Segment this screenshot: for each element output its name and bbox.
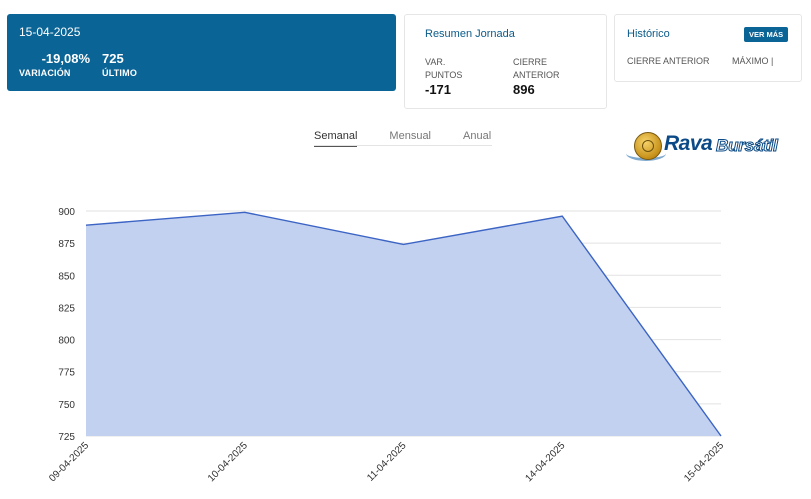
last-stat: 725 ÚLTIMO bbox=[102, 51, 137, 78]
rava-bursatil-logo: Rava Bursátil bbox=[626, 130, 791, 162]
last-value: 725 bbox=[102, 51, 124, 66]
resumen-title: Resumen Jornada bbox=[425, 28, 515, 40]
historico-col-cierre: CIERRE ANTERIOR bbox=[627, 56, 710, 66]
logo-word-bursatil: Bursátil bbox=[716, 136, 779, 156]
x-tick-label: 15-04-2025 bbox=[682, 440, 726, 484]
variation-label: VARIACIÓN bbox=[19, 68, 71, 78]
var-puntos-value: -171 bbox=[425, 82, 452, 97]
y-tick-label: 800 bbox=[58, 336, 75, 347]
logo-word-rava: Rava bbox=[664, 132, 713, 155]
y-tick-label: 850 bbox=[58, 271, 75, 282]
historico-col-maximo: MÁXIMO | bbox=[732, 56, 774, 66]
tabs-divider bbox=[314, 145, 492, 146]
x-tick-label: 09-04-2025 bbox=[47, 440, 91, 484]
variation-stat: -19,08% VARIACIÓN bbox=[19, 51, 90, 78]
historico-card: Histórico VER MÁS CIERRE ANTERIOR MÁXIMO… bbox=[614, 14, 802, 82]
cierre-anterior-value: 896 bbox=[513, 82, 535, 97]
var-puntos-label: VAR. PUNTOS bbox=[425, 57, 463, 80]
cierre-anterior-label: CIERRE ANTERIOR bbox=[513, 57, 560, 80]
logo-coin-icon bbox=[634, 132, 662, 160]
y-tick-label: 725 bbox=[58, 432, 75, 443]
period-tabs: Semanal Mensual Anual bbox=[314, 130, 523, 147]
x-tick-label: 11-04-2025 bbox=[365, 440, 409, 484]
last-label: ÚLTIMO bbox=[102, 68, 138, 78]
x-tick-label: 14-04-2025 bbox=[523, 440, 567, 484]
y-tick-label: 825 bbox=[58, 303, 75, 314]
summary-card: 15-04-2025 -19,08% VARIACIÓN 725 ÚLTIMO bbox=[7, 14, 396, 91]
x-axis-ticks: 09-04-2025 10-04-2025 11-04-2025 14-04-2025… bbox=[47, 440, 726, 484]
chart-line bbox=[85, 211, 722, 437]
cierre-anterior: CIERRE ANTERIOR 896 bbox=[513, 56, 573, 97]
y-tick-label: 775 bbox=[58, 368, 75, 379]
chart-area bbox=[86, 212, 721, 436]
variation-value: -19,08% bbox=[41, 51, 90, 66]
x-tick-label: 10-04-2025 bbox=[206, 440, 250, 484]
tab-semanal[interactable]: Semanal bbox=[314, 130, 358, 147]
ver-mas-button[interactable]: VER MÁS bbox=[744, 27, 789, 42]
y-axis-ticks: 900 875 850 825 800 775 750 725 bbox=[58, 207, 75, 443]
y-tick-label: 900 bbox=[58, 207, 75, 218]
y-tick-label: 875 bbox=[58, 239, 75, 250]
tab-mensual[interactable]: Mensual bbox=[389, 130, 431, 142]
summary-date: 15-04-2025 bbox=[19, 25, 81, 39]
tab-anual[interactable]: Anual bbox=[463, 130, 492, 142]
var-puntos: VAR. PUNTOS -171 bbox=[425, 56, 485, 97]
historico-title: Histórico bbox=[627, 28, 670, 40]
y-tick-label: 750 bbox=[58, 400, 75, 411]
resumen-card: Resumen Jornada VAR. PUNTOS -171 CIERRE … bbox=[404, 14, 607, 109]
